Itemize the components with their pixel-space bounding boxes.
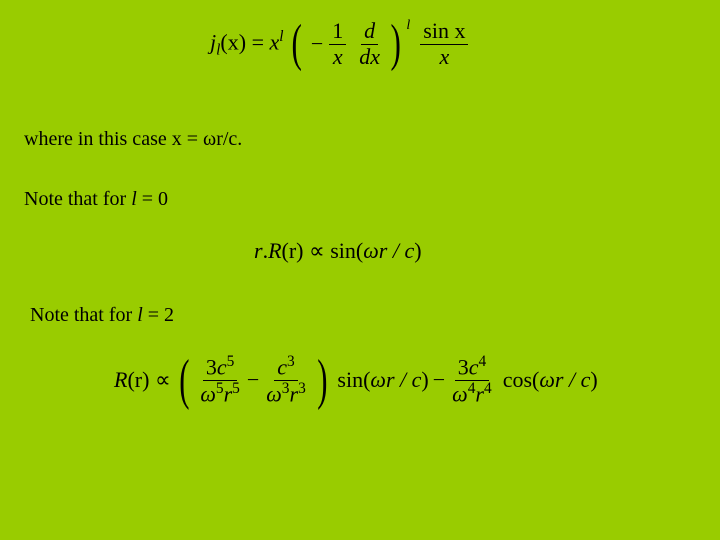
eq3-t3-r: r [475,381,484,406]
eq3-t2-c: c [277,354,287,379]
eq2-propto: ∝ [304,238,331,263]
eq3-t3-c: c [469,354,479,379]
eq3-omega: ω [370,367,386,392]
eq3-t1-omega-exp: 5 [216,380,224,397]
eq3-t2-num: c3 [274,354,297,381]
eq1-frac2-den: dx [356,45,383,69]
eq3-t3-den: ω4r4 [449,381,495,407]
eq3-minus2: − [433,367,445,393]
eq3-minus1: − [247,367,259,393]
eq3-t2-omega-exp: 3 [282,380,290,397]
eq2-r: r [254,238,263,263]
eq3-t1-den: ω5r5 [197,381,243,407]
eq3-t2-den: ω3r3 [263,381,309,407]
eq3-t3-omega: ω [452,381,468,406]
eq1-lhs: jl(x) = xl [210,28,284,60]
eq3-t1-c: c [217,354,227,379]
eq3-t3-r-exp: 4 [484,380,492,397]
eq3-omega2: ω [539,367,555,392]
eq3-term2: c3 ω3r3 [263,354,309,406]
eq3-t2-omega: ω [266,381,282,406]
eq1-x: x [269,29,279,54]
equation-R-l2: R(r) ∝ ( 3c5 ω5r5 − c3 ω3r3 ) sin(ωr / c… [114,352,598,408]
eq3-lparen: ( [179,352,189,408]
eq3-t2-r-exp: 3 [298,380,306,397]
text-note-l2-suffix: = 2 [143,304,174,326]
eq3-close2: ) [590,367,597,392]
text-where-suffix: r/c. [216,128,242,150]
text-note-l2: Note that for l = 2 [30,304,174,327]
equation-R-l2-inner: R(r) ∝ ( 3c5 ω5r5 − c3 ω3r3 ) sin(ωr / c… [114,352,598,408]
text-note-l0: Note that for l = 0 [24,188,168,211]
eq3-rc2: r / c [555,367,590,392]
eq2-R: R [268,238,281,263]
eq2-omega: ω [363,238,379,263]
eq3-t3-3: 3 [458,354,469,379]
eq1-frac1: 1 x [329,19,346,68]
eq1-lparen: ( [291,18,301,70]
eq3-t1-omega: ω [200,381,216,406]
eq3-t2-r: r [290,381,299,406]
text-where: where in this case x = ωr/c. [24,128,242,151]
eq1-exp-l: l [279,28,283,45]
eq3-R: R [114,367,127,392]
equation-bessel-inner: jl(x) = xl ( − 1 x d dx ) l sin x x [210,18,468,70]
eq1-frac1-den: x [330,45,346,69]
eq2-close: ) [414,238,421,263]
eq3-close1: ) [421,367,428,392]
eq2-arg: (r) [282,238,304,263]
eq3-sin-group: sin(ωr / c) [337,367,428,393]
eq1-eq: = [246,29,269,54]
eq3-propto: ∝ [149,367,170,392]
eq1-frac2: d dx [356,19,383,68]
eq3-lhs: R(r) ∝ [114,367,171,393]
eq3-rparen: ) [317,352,327,408]
text-note-l0-prefix: Note that for [24,188,131,210]
eq1-arg: (x) [220,29,246,54]
eq3-t2-c-exp: 3 [287,353,295,370]
eq1-frac2-num: d [361,19,378,44]
text-where-omega: ω [203,128,216,150]
eq3-rc: r / c [386,367,421,392]
eq2-rc: r / c [379,238,414,263]
eq3-t1-3: 3 [206,354,217,379]
eq3-t3-c-exp: 4 [478,353,486,370]
eq3-t3-num: 3c4 [455,354,489,381]
eq1-rparen: ) [391,18,401,70]
eq1-frac3-den: x [436,45,452,69]
eq3-term1: 3c5 ω5r5 [197,354,243,406]
eq3-t1-c-exp: 5 [227,353,235,370]
equation-rR-l0: r.R(r) ∝ sin(ωr / c) [254,238,422,264]
eq1-sinx: sin x [423,18,465,43]
eq1-minus: − [311,31,323,57]
text-where-prefix: where in this case x = [24,128,203,150]
eq3-cos-group: cos(ωr / c) [503,367,598,393]
eq2-sin: sin( [330,238,363,263]
eq1-frac3: sin x x [420,19,468,68]
eq3-sin: sin( [337,367,370,392]
text-note-l2-prefix: Note that for [30,304,137,326]
eq3-t1-r-exp: 5 [232,380,240,397]
eq3-cos: cos( [503,367,540,392]
eq1-exp-outer: l [406,18,410,34]
eq3-t1-r: r [224,381,233,406]
text-note-l0-suffix: = 0 [137,188,168,210]
eq3-arg: (r) [127,367,149,392]
eq3-term3: 3c4 ω4r4 [449,354,495,406]
equation-bessel: jl(x) = xl ( − 1 x d dx ) l sin x x [210,18,468,70]
eq1-frac3-num: sin x [420,19,468,44]
eq1-frac1-num: 1 [329,19,346,44]
eq3-t1-num: 3c5 [203,354,237,381]
